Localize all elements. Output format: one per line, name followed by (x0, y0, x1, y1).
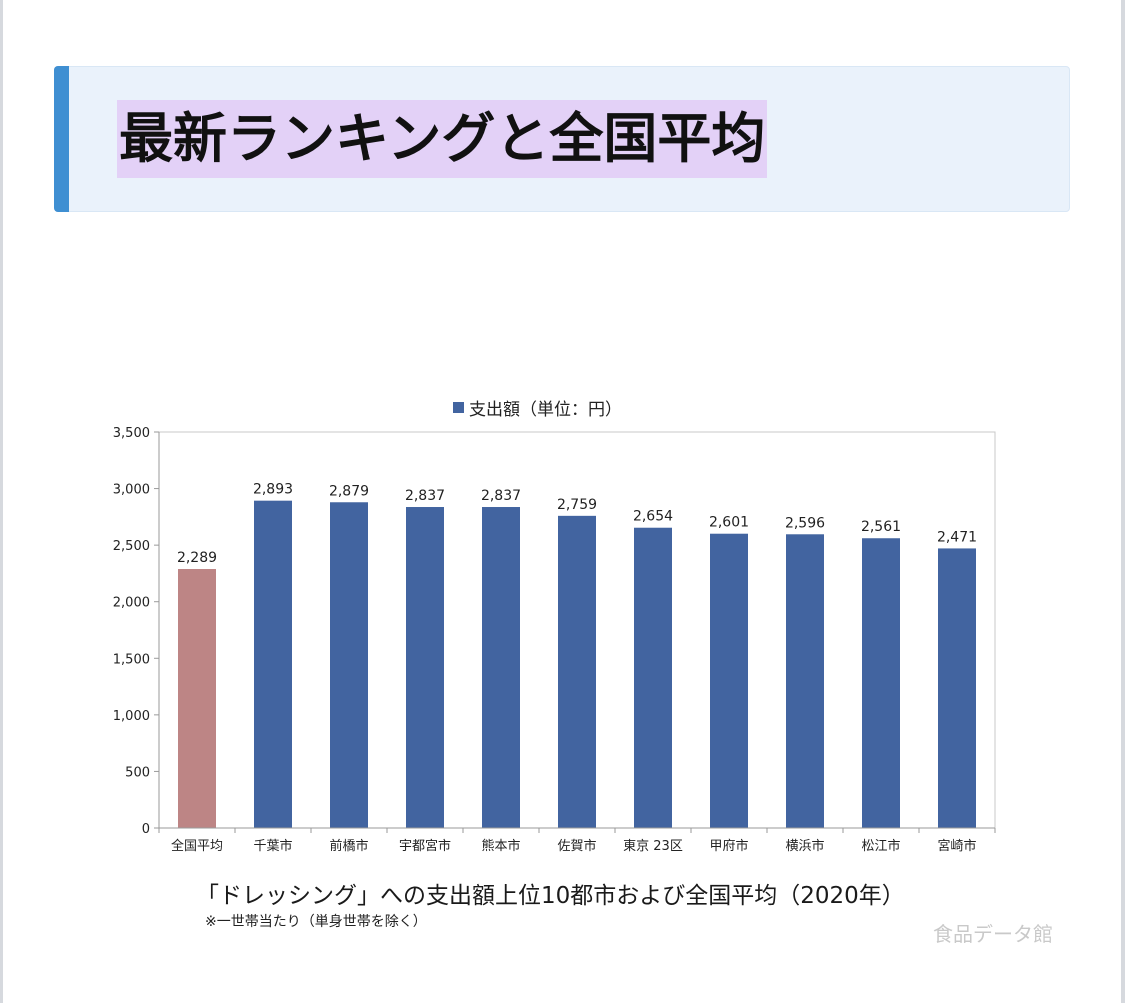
data-label: 2,654 (633, 509, 673, 525)
data-label: 2,837 (405, 488, 445, 504)
bar (178, 569, 216, 828)
data-labels: 2,289 2,893 2,879 2,837 2,837 2,759 2,654 2,601… (177, 482, 977, 566)
page-title: 最新ランキングと全国平均 (117, 100, 768, 178)
data-label: 2,601 (709, 515, 749, 531)
y-tick-label: 3,000 (113, 483, 150, 498)
legend-label: 支出額（単位：円） (469, 400, 622, 420)
x-tick-label: 佐賀市 (557, 838, 596, 854)
bar (558, 515, 596, 828)
y-tick-label: 3,500 (113, 426, 150, 441)
y-tick-label: 2,500 (113, 539, 150, 554)
y-tick-label: 500 (125, 765, 150, 780)
y-tick-label: 1,000 (113, 709, 150, 724)
x-tick-label: 松江市 (861, 838, 900, 854)
bar-series (178, 500, 976, 828)
data-label: 2,759 (557, 497, 597, 513)
site-watermark: 食品データ館 (933, 922, 1053, 946)
data-label: 2,837 (481, 488, 521, 504)
x-tick-label: 宇都宮市 (399, 838, 451, 854)
x-tick-label: 東京 23区 (623, 838, 683, 854)
bar (938, 548, 976, 828)
bar-chart: 支出額（単位：円） 0 500 1,000 1,500 2,000 2,500 3,000 3… (113, 400, 996, 854)
chart-caption: 「ドレッシング」への支出額上位10都市および全国平均（2020年） (196, 883, 905, 909)
bar (406, 507, 444, 828)
x-tick-label: 千葉市 (253, 838, 292, 854)
bar (482, 507, 520, 828)
data-label: 2,596 (785, 515, 825, 531)
y-tick-label: 0 (142, 822, 150, 837)
x-tick-label: 宮崎市 (937, 838, 976, 854)
data-label: 2,893 (253, 482, 293, 498)
x-tick-label: 熊本市 (481, 838, 520, 854)
x-tick-label: 前橋市 (329, 838, 368, 854)
chart-note: ※一世帯当たり（単身世帯を除く） (205, 914, 427, 930)
data-label: 2,879 (329, 483, 369, 499)
chart-legend: 支出額（単位：円） (453, 400, 622, 420)
bar (786, 534, 824, 828)
bar (254, 500, 292, 828)
bar (862, 538, 900, 828)
heading-accent-bar (54, 66, 69, 212)
x-tick-label: 横浜市 (785, 838, 824, 854)
data-label: 2,289 (177, 550, 217, 566)
data-label: 2,561 (861, 519, 901, 535)
bar (634, 527, 672, 828)
bar (330, 502, 368, 828)
y-axis: 0 500 1,000 1,500 2,000 2,500 3,000 3,500 (113, 426, 160, 837)
x-tick-label: 甲府市 (709, 838, 748, 854)
data-label: 2,471 (937, 529, 977, 545)
x-axis: 全国平均 千葉市 前橋市 宇都宮市 熊本市 佐賀市 東京 23区 甲府市 横浜市 松江市 宮崎市 (158, 827, 996, 854)
bar (710, 533, 748, 828)
y-tick-label: 1,500 (113, 652, 150, 667)
y-tick-label: 2,000 (113, 596, 150, 611)
legend-swatch (453, 402, 464, 413)
x-tick-label: 全国平均 (171, 838, 223, 854)
